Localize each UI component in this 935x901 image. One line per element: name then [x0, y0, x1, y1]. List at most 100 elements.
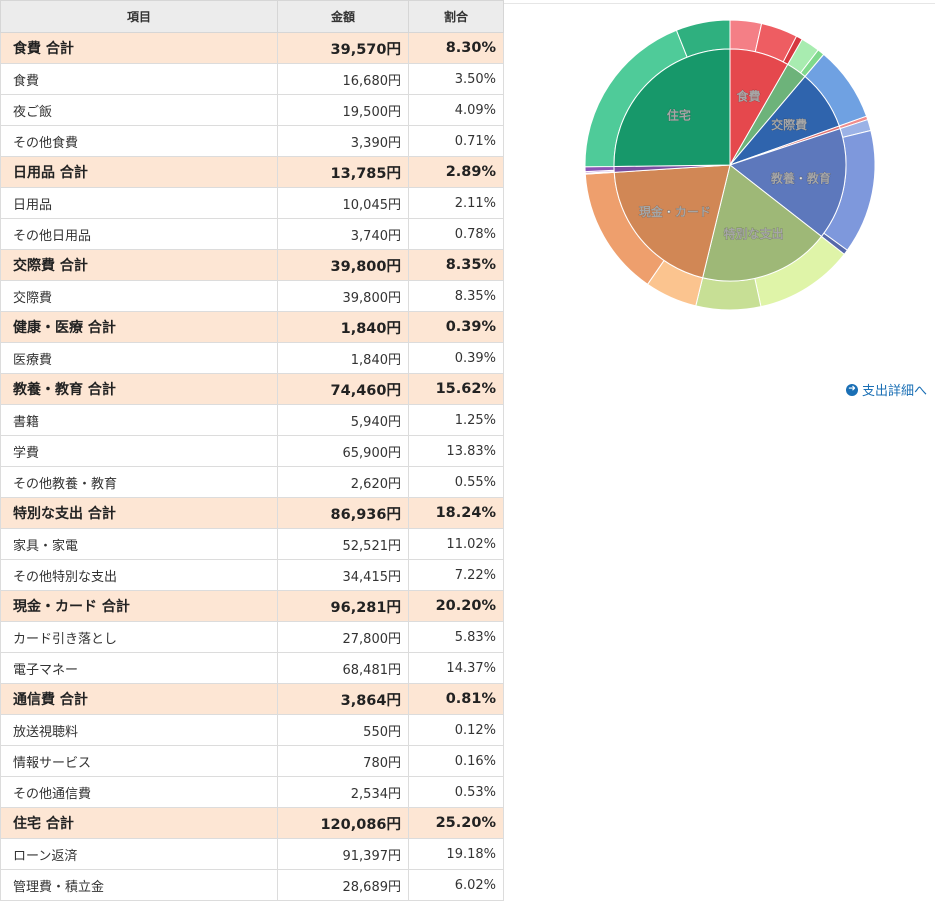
cell-ratio: 15.62% [408, 373, 504, 405]
expense-detail-link[interactable]: ➜ 支出詳細へ [846, 380, 927, 399]
cell-amount: 65,900円 [277, 435, 409, 467]
table-row: その他日用品 3,740円 0.78% [0, 218, 504, 250]
table-row: その他通信費 2,534円 0.53% [0, 776, 504, 808]
cell-ratio: 11.02% [408, 528, 504, 560]
inner-slice-8[interactable] [613, 48, 731, 167]
table-row: 医療費 1,840円 0.39% [0, 342, 504, 374]
cell-item: 健康・医療 合計 [0, 311, 278, 343]
cell-ratio: 18.24% [408, 497, 504, 529]
expense-detail-link-label: 支出詳細へ [862, 384, 928, 399]
arrow-right-circle-icon: ➜ [846, 383, 858, 396]
cell-ratio: 19.18% [408, 838, 504, 870]
header-ratio[interactable]: 割合 [408, 0, 504, 33]
slice-label: 特別な支出 [724, 226, 784, 241]
cell-item: 電子マネー [0, 652, 278, 684]
cell-amount: 3,740円 [277, 218, 409, 250]
slice-label: 住宅 [667, 107, 691, 122]
cell-amount: 13,785円 [277, 156, 409, 188]
cell-item: その他通信費 [0, 776, 278, 808]
cell-ratio: 1.25% [408, 404, 504, 436]
cell-item: ローン返済 [0, 838, 278, 870]
table-row: 学費 65,900円 13.83% [0, 435, 504, 467]
table-row: 交際費 39,800円 8.35% [0, 280, 504, 312]
inner-slice-6[interactable] [613, 164, 731, 279]
cell-item: 教養・教育 合計 [0, 373, 278, 405]
cell-amount: 28,689円 [277, 869, 409, 901]
cell-ratio: 8.35% [408, 249, 504, 281]
cell-amount: 550円 [277, 714, 409, 746]
cell-item: 通信費 合計 [0, 683, 278, 715]
slice-label: 現金・カード [639, 204, 711, 219]
table-row: ローン返済 91,397円 19.18% [0, 838, 504, 870]
category-total-row: 健康・医療 合計 1,840円 0.39% [0, 311, 504, 343]
cell-item: 家具・家電 [0, 528, 278, 560]
cell-amount: 39,800円 [277, 249, 409, 281]
table-row: 家具・家電 52,521円 11.02% [0, 528, 504, 560]
cell-item: 食費 [0, 63, 278, 95]
cell-ratio: 0.16% [408, 745, 504, 777]
table-row: その他食費 3,390円 0.71% [0, 125, 504, 157]
category-total-row: 教養・教育 合計 74,460円 15.62% [0, 373, 504, 405]
divider [503, 3, 935, 4]
cell-ratio: 0.12% [408, 714, 504, 746]
cell-ratio: 0.71% [408, 125, 504, 157]
cell-ratio: 2.11% [408, 187, 504, 219]
cell-ratio: 0.39% [408, 342, 504, 374]
cell-amount: 120,086円 [277, 807, 409, 839]
outer-slice-11[interactable] [695, 277, 762, 311]
cell-item: 学費 [0, 435, 278, 467]
cell-item: 放送視聴料 [0, 714, 278, 746]
cell-ratio: 13.83% [408, 435, 504, 467]
cell-item: 情報サービス [0, 745, 278, 777]
cell-amount: 780円 [277, 745, 409, 777]
cell-item: その他日用品 [0, 218, 278, 250]
slice-label: 教養・教育 [770, 170, 831, 185]
cell-amount: 39,800円 [277, 280, 409, 312]
cell-amount: 39,570円 [277, 32, 409, 64]
category-total-row: 食費 合計 39,570円 8.30% [0, 32, 504, 64]
cell-amount: 34,415円 [277, 559, 409, 591]
cell-item: 交際費 合計 [0, 249, 278, 281]
cell-ratio: 25.20% [408, 807, 504, 839]
cell-amount: 16,680円 [277, 63, 409, 95]
table-row: 情報サービス 780円 0.16% [0, 745, 504, 777]
cell-item: 夜ご飯 [0, 94, 278, 126]
table-header-row: 項目 金額 割合 [0, 0, 504, 33]
category-total-row: 住宅 合計 120,086円 25.20% [0, 807, 504, 839]
cell-ratio: 0.39% [408, 311, 504, 343]
cell-ratio: 4.09% [408, 94, 504, 126]
cell-item: 書籍 [0, 404, 278, 436]
cell-amount: 1,840円 [277, 311, 409, 343]
cell-item: その他教養・教育 [0, 466, 278, 498]
header-amount[interactable]: 金額 [277, 0, 409, 33]
category-total-row: 日用品 合計 13,785円 2.89% [0, 156, 504, 188]
cell-ratio: 3.50% [408, 63, 504, 95]
expense-breakdown-table: 項目 金額 割合 食費 合計 39,570円 8.30% 食費 16,680円 3.50%… [0, 0, 504, 901]
header-item[interactable]: 項目 [0, 0, 278, 33]
cell-amount: 19,500円 [277, 94, 409, 126]
cell-item: 住宅 合計 [0, 807, 278, 839]
slice-label: 交際費 [771, 117, 807, 132]
cell-item: その他食費 [0, 125, 278, 157]
cell-item: 管理費・積立金 [0, 869, 278, 901]
cell-ratio: 8.35% [408, 280, 504, 312]
cell-amount: 5,940円 [277, 404, 409, 436]
cell-amount: 2,620円 [277, 466, 409, 498]
inner-slice-4[interactable] [728, 128, 847, 238]
table-row: その他教養・教育 2,620円 0.55% [0, 466, 504, 498]
cell-ratio: 0.81% [408, 683, 504, 715]
cell-amount: 96,281円 [277, 590, 409, 622]
table-row: 日用品 10,045円 2.11% [0, 187, 504, 219]
category-total-row: 特別な支出 合計 86,936円 18.24% [0, 497, 504, 529]
cell-ratio: 6.02% [408, 869, 504, 901]
cell-ratio: 0.53% [408, 776, 504, 808]
cell-amount: 27,800円 [277, 621, 409, 653]
inner-slice-5[interactable] [702, 164, 823, 282]
cell-amount: 68,481円 [277, 652, 409, 684]
category-total-row: 現金・カード 合計 96,281円 20.20% [0, 590, 504, 622]
category-total-row: 交際費 合計 39,800円 8.35% [0, 249, 504, 281]
cell-ratio: 5.83% [408, 621, 504, 653]
table-row: カード引き落とし 27,800円 5.83% [0, 621, 504, 653]
cell-ratio: 20.20% [408, 590, 504, 622]
cell-ratio: 14.37% [408, 652, 504, 684]
